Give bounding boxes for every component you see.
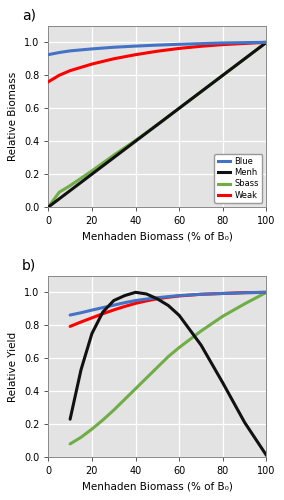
- Text: b): b): [22, 258, 36, 272]
- X-axis label: Menhaden Biomass (% of B₀): Menhaden Biomass (% of B₀): [82, 232, 233, 241]
- Text: a): a): [22, 8, 36, 22]
- X-axis label: Menhaden Biomass (% of B₀): Menhaden Biomass (% of B₀): [82, 482, 233, 492]
- Y-axis label: Relative Yield: Relative Yield: [8, 332, 18, 402]
- Y-axis label: Relative Biomass: Relative Biomass: [8, 72, 18, 161]
- Legend: Blue, Menh, Sbass, Weak: Blue, Menh, Sbass, Weak: [214, 154, 262, 203]
